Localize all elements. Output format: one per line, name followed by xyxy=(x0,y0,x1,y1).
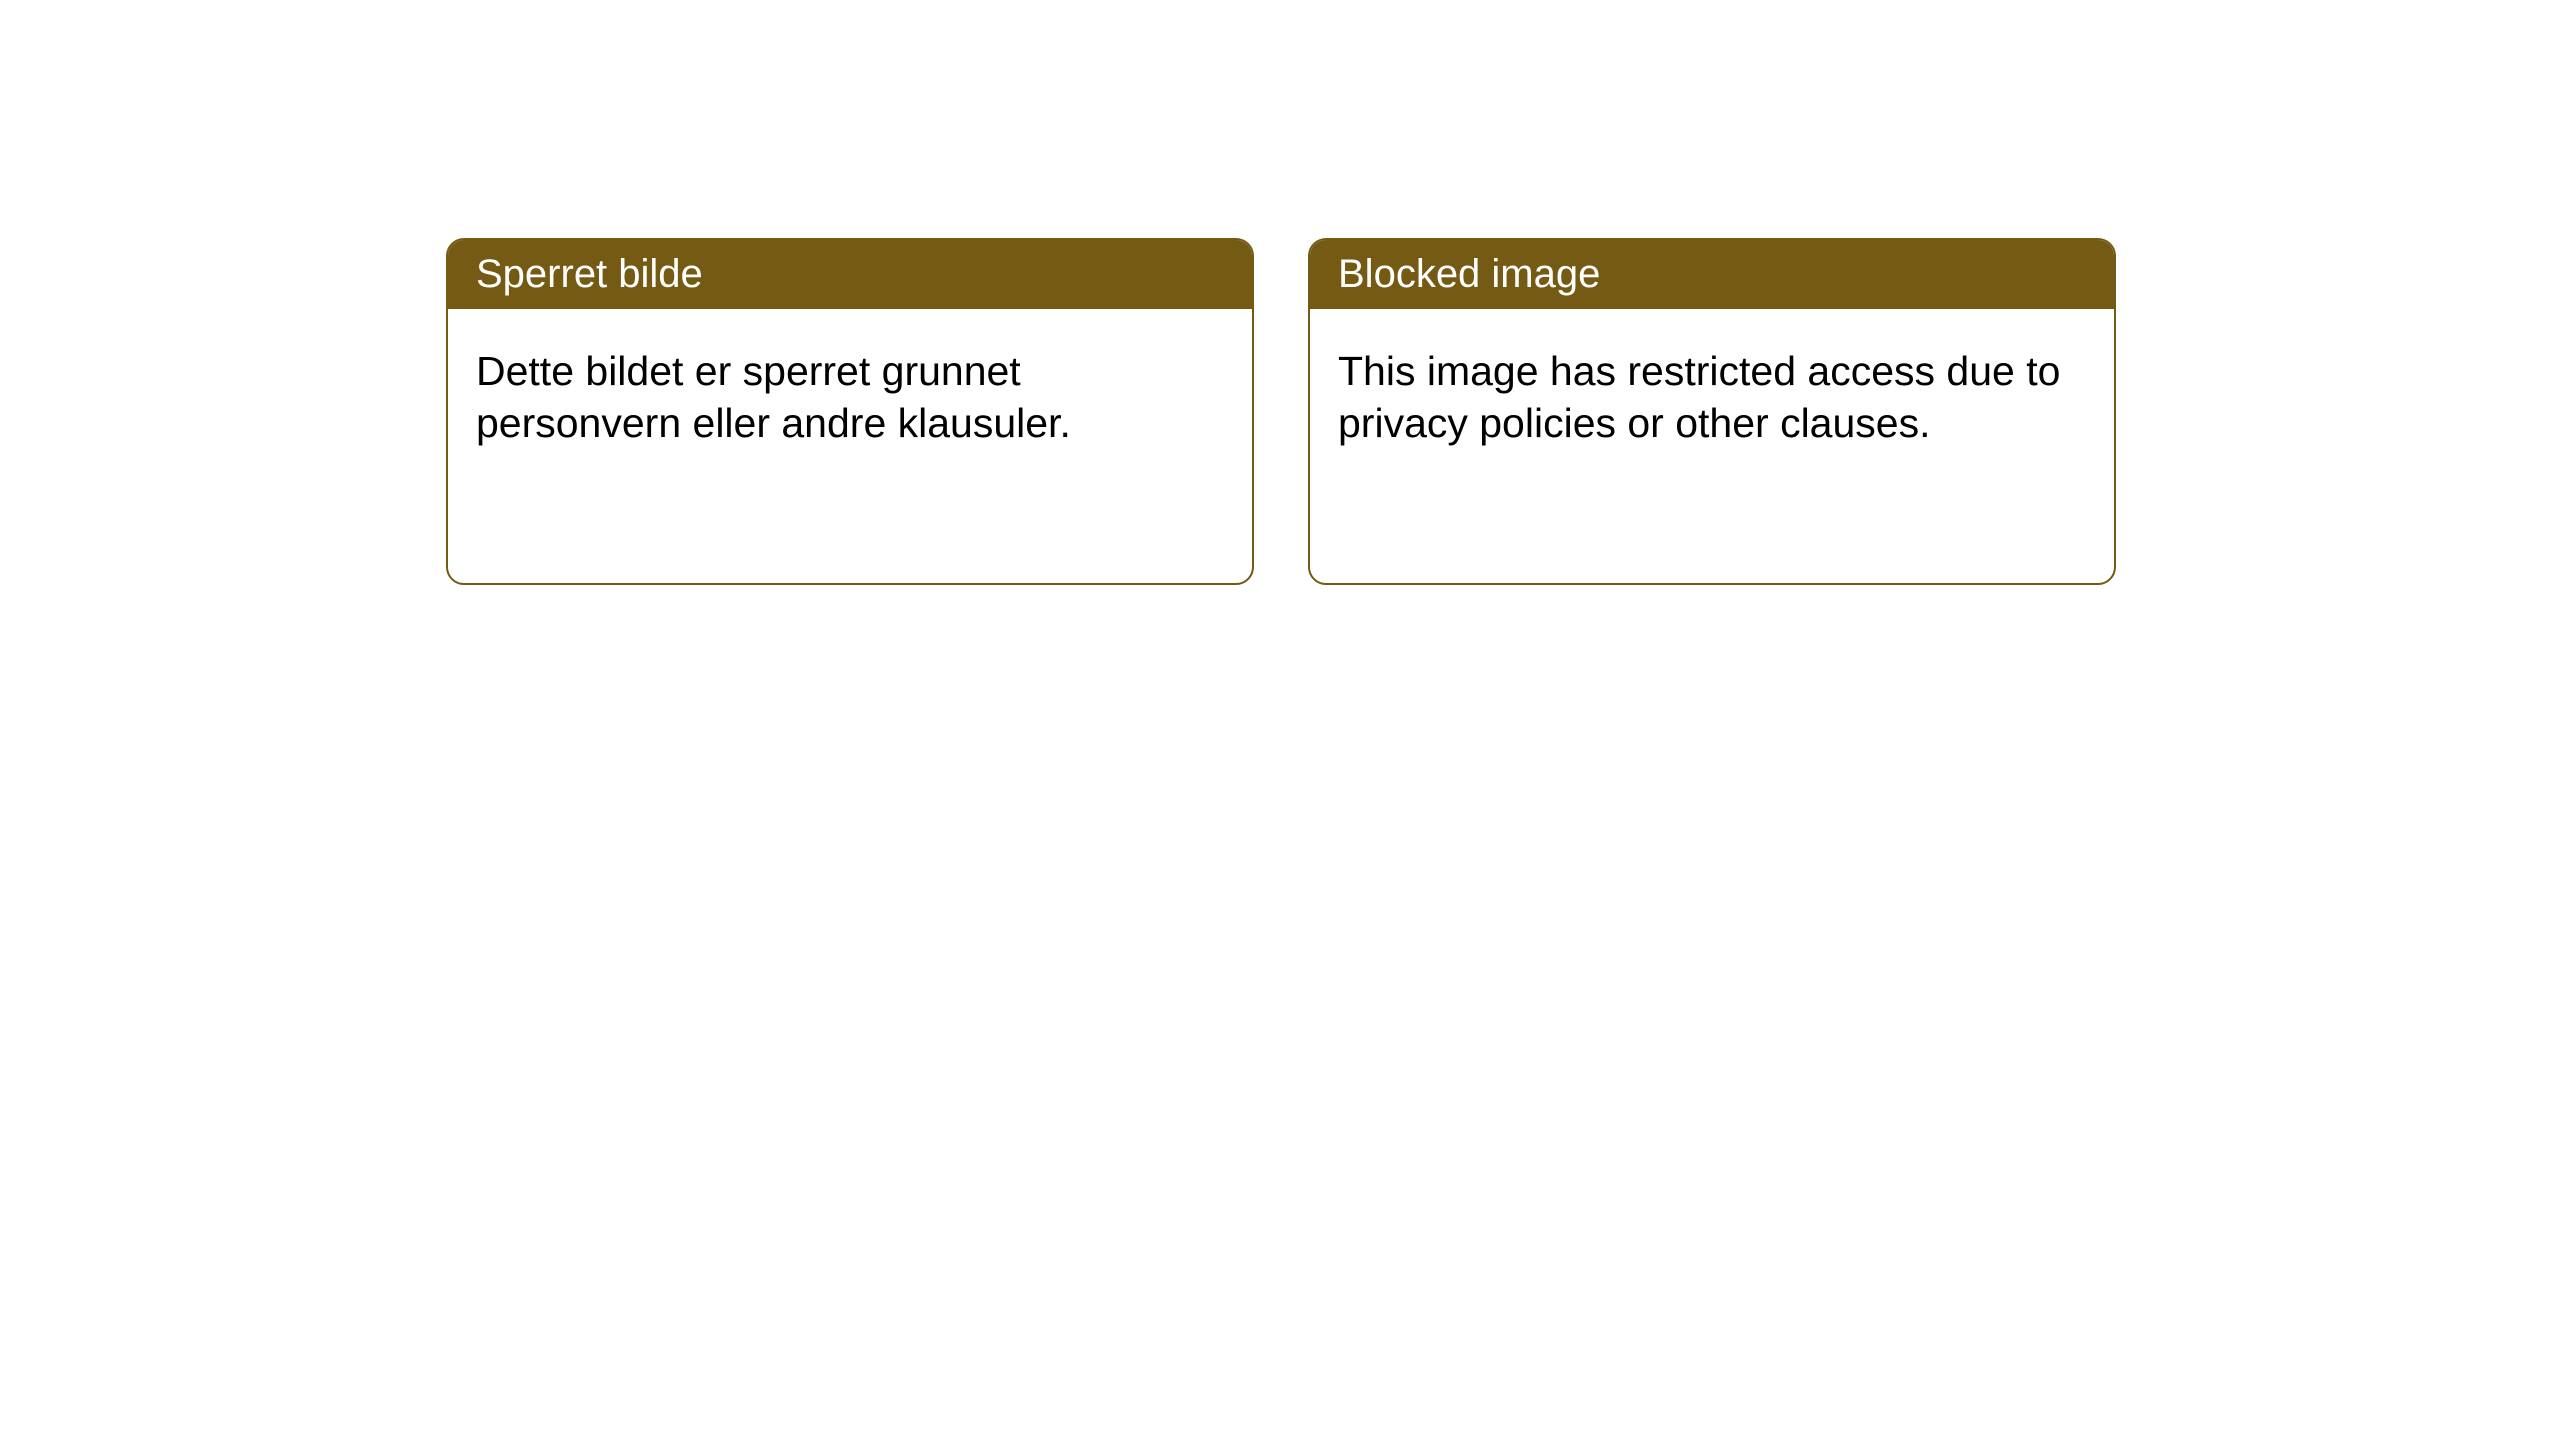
notice-card-english: Blocked image This image has restricted … xyxy=(1308,238,2116,585)
notice-body: This image has restricted access due to … xyxy=(1310,309,2114,583)
notice-message: This image has restricted access due to … xyxy=(1338,348,2060,446)
notice-message: Dette bildet er sperret grunnet personve… xyxy=(476,348,1071,446)
notice-title: Blocked image xyxy=(1338,252,1600,296)
notice-title: Sperret bilde xyxy=(476,252,703,296)
notice-header: Sperret bilde xyxy=(448,240,1252,309)
notice-header: Blocked image xyxy=(1310,240,2114,309)
notice-body: Dette bildet er sperret grunnet personve… xyxy=(448,309,1252,583)
notice-card-norwegian: Sperret bilde Dette bildet er sperret gr… xyxy=(446,238,1254,585)
notice-container: Sperret bilde Dette bildet er sperret gr… xyxy=(0,0,2560,585)
